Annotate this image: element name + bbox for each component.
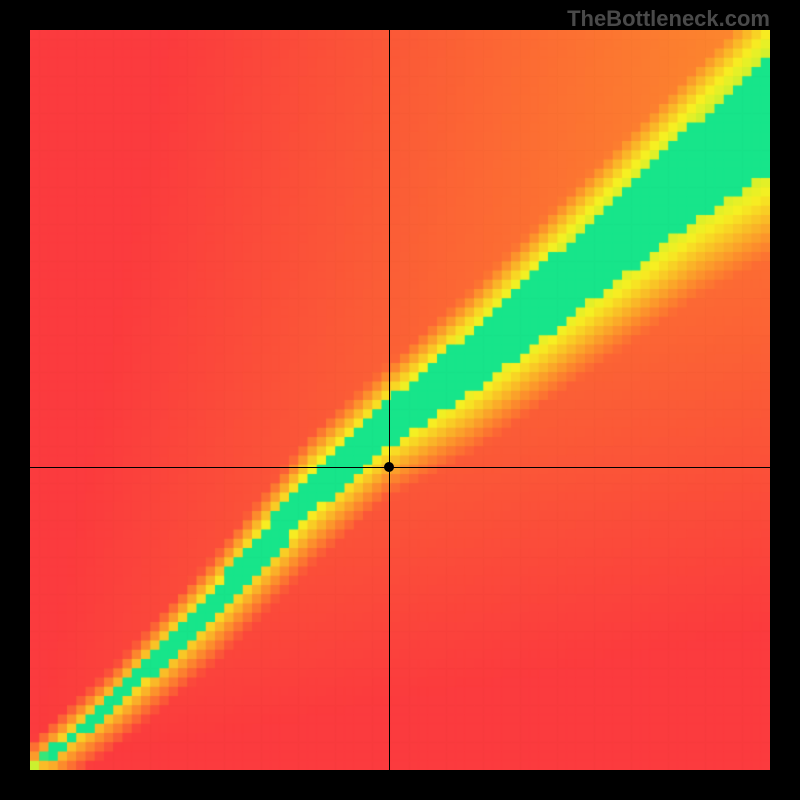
- bottleneck-heatmap: [30, 30, 770, 770]
- plot-frame: [30, 30, 770, 770]
- crosshair-vertical: [389, 30, 390, 770]
- watermark-text: TheBottleneck.com: [567, 6, 770, 32]
- crosshair-horizontal: [30, 467, 770, 468]
- crosshair-marker: [384, 462, 394, 472]
